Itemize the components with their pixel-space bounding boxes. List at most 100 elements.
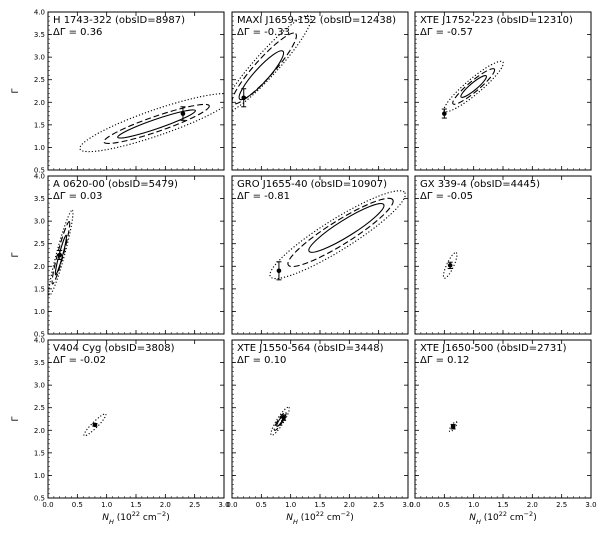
x-tick-label: 2.0 (527, 501, 538, 509)
y-tick-label: 4.0 (34, 9, 45, 17)
y-tick-label: 2.5 (34, 240, 45, 248)
panel-title: XTE J1650-500 (obsID=2731) (420, 343, 567, 354)
panel-delta: ΔΓ = -0.81 (237, 191, 290, 202)
contour-dashed (273, 411, 287, 431)
y-tick-label: 0.5 (34, 495, 45, 503)
y-tick-label: 1.5 (34, 121, 45, 129)
panel-7: 0.0 0.5 1.0 1.5 2.0 2.5 3.00.51.01.52.02.53.03… (11, 337, 230, 527)
panel-delta: ΔΓ = 0.10 (237, 355, 286, 366)
y-tick-label: 1.0 (34, 144, 45, 152)
y-tick-label: 2.5 (34, 76, 45, 84)
y-tick-label: 4.0 (34, 337, 45, 345)
contour-dashed (232, 32, 297, 105)
x-tick-label: 0.0 (226, 501, 237, 509)
y-tick-label: 3.5 (34, 359, 45, 367)
y-tick-label: 4.0 (34, 173, 45, 181)
contours (48, 209, 74, 296)
contour-dashed (287, 197, 394, 268)
x-tick-label: 1.0 (468, 501, 479, 509)
y-axis-label: Γ (11, 252, 21, 257)
data-point (276, 268, 282, 274)
contours (442, 251, 458, 279)
panel-2: MAXI J1659-152 (obsID=12438)ΔΓ = -0.33 (231, 11, 409, 171)
contour-solid (460, 75, 488, 98)
panel-3: XTE J1752-223 (obsID=12310)ΔΓ = -0.57 (414, 11, 592, 171)
x-axis-label: NH (1022 cm−2) (102, 510, 169, 526)
panel-4: 0.5 1.0 1.5 2.0 2.5 3.0 3.5 4.0 A 0620-00 (obsID… (11, 173, 225, 339)
contours (270, 406, 290, 436)
x-tick-label: 0.5 (72, 501, 83, 509)
data-point (450, 424, 456, 429)
contour-solid (308, 203, 385, 253)
contour-dashed (452, 68, 496, 105)
x-tick-label: 1.5 (497, 501, 508, 509)
panel-1: 0.5 1.0 1.5 2.0 2.5 3.0 3.5 4.0 H 1743-322 (obsI… (11, 9, 225, 175)
data-point (57, 252, 63, 258)
x-tick-label: 1.0 (101, 501, 112, 509)
y-tick-label: 2.0 (34, 263, 45, 271)
x-axis-label: NH (1022 cm−2) (469, 510, 536, 526)
y-tick-label: 1.0 (34, 472, 45, 480)
x-tick-label: 1.0 (285, 501, 296, 509)
y-tick-label: 0.5 (34, 167, 45, 175)
data-point (241, 95, 247, 101)
y-tick-label: 2.5 (34, 404, 45, 412)
contours (448, 421, 458, 433)
contours (79, 93, 224, 153)
panel-title: A 0620-00 (obsID=5479) (53, 179, 178, 190)
panel-title: GX 339-4 (obsID=4445) (420, 179, 540, 190)
contours (269, 190, 406, 281)
contour-dotted (83, 413, 107, 437)
y-axis-label: Γ (11, 88, 21, 93)
data-point (180, 111, 186, 116)
y-tick-label: 1.0 (34, 308, 45, 316)
x-tick-label: 0.0 (409, 501, 420, 509)
y-tick-label: 3.0 (34, 382, 45, 390)
x-tick-label: 3.0 (218, 501, 229, 509)
x-tick-label: 3.0 (402, 501, 413, 509)
contours (83, 413, 107, 437)
panel-6: GX 339-4 (obsID=4445)ΔΓ = -0.05 (414, 175, 592, 335)
x-tick-label: 2.0 (344, 501, 355, 509)
panel-9: 0.0 0.5 1.0 1.5 2.0 2.5 3.0 XTE J1650-500 (obsI… (409, 339, 597, 526)
panel-delta: ΔΓ = -0.57 (420, 27, 473, 38)
x-axis-label: NH (1022 cm−2) (286, 510, 353, 526)
panel-title: XTE J1752-223 (obsID=12310) (420, 15, 573, 26)
panel-title: GRO J1655-40 (obsID=10907) (237, 179, 387, 190)
x-tick-label: 0.0 (42, 501, 53, 509)
y-tick-label: 0.5 (34, 331, 45, 339)
y-tick-label: 3.0 (34, 54, 45, 62)
data-point (442, 111, 447, 116)
y-tick-label: 3.5 (34, 195, 45, 203)
x-tick-label: 2.5 (189, 501, 200, 509)
panel-delta: ΔΓ = -0.33 (237, 27, 290, 38)
y-tick-label: 2.0 (34, 99, 45, 107)
x-tick-label: 1.5 (130, 501, 141, 509)
y-tick-label: 3.5 (34, 31, 45, 39)
contour-dotted (232, 14, 312, 114)
y-tick-label: 3.0 (34, 218, 45, 226)
panel-5: GRO J1655-40 (obsID=10907)ΔΓ = -0.81 (231, 175, 409, 335)
panel-delta: ΔΓ = -0.05 (420, 191, 473, 202)
panel-8: 0.0 0.5 1.0 1.5 2.0 2.5 3.0 XTE J1550-564 (obsI… (226, 339, 414, 526)
contour-dotted (270, 406, 290, 436)
x-tick-label: 2.0 (160, 501, 171, 509)
panel-delta: ΔΓ = 0.03 (53, 191, 102, 202)
y-tick-label: 2.0 (34, 427, 45, 435)
x-tick-label: 1.5 (314, 501, 325, 509)
data-point (447, 263, 453, 268)
data-point (92, 422, 98, 428)
x-tick-label: 0.5 (256, 501, 267, 509)
panel-title: MAXI J1659-152 (obsID=12438) (237, 15, 396, 26)
x-tick-label: 3.0 (585, 501, 596, 509)
contour-solid (117, 109, 196, 139)
contour-dotted (79, 93, 224, 153)
y-tick-label: 1.5 (34, 285, 45, 293)
contour-dotted (442, 251, 458, 279)
panel-delta: ΔΓ = 0.12 (420, 355, 469, 366)
panel-title: XTE J1550-564 (obsID=3448) (237, 343, 384, 354)
panel-title: H 1743-322 (obsID=8987) (53, 15, 185, 26)
panel-delta: ΔΓ = 0.36 (53, 27, 102, 38)
contour-dashed (51, 221, 71, 285)
